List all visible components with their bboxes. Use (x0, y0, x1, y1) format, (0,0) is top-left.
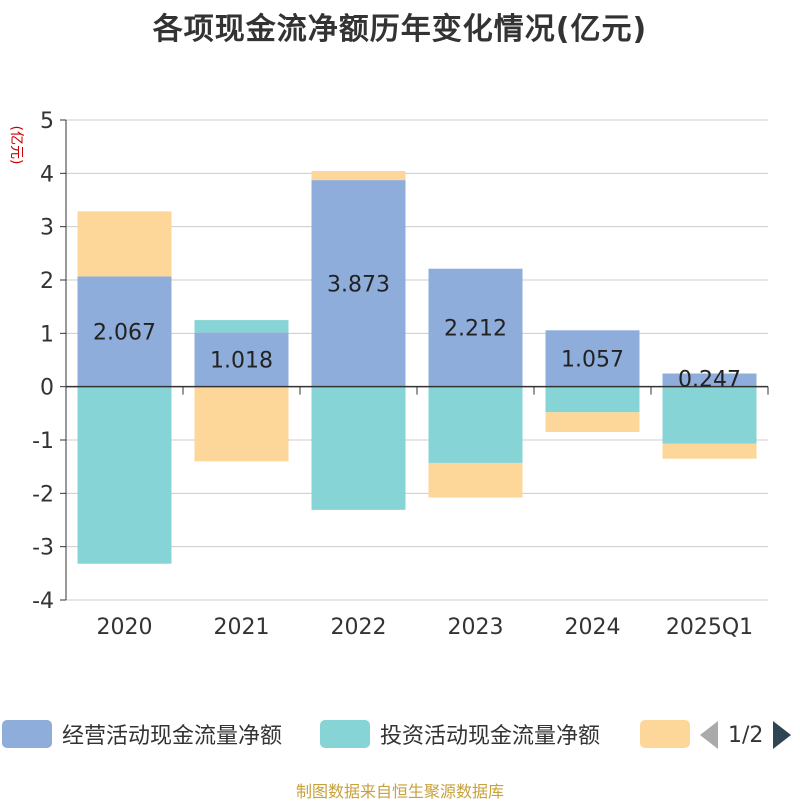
data-label: 0.247 (678, 368, 741, 393)
y-axis-label: (亿元) (8, 126, 24, 165)
source-note: 制图数据来自恒生聚源数据库 (295, 782, 504, 801)
legend-label-operating: 经营活动现金流量净额 (62, 724, 283, 749)
data-label: 1.018 (210, 349, 273, 374)
x-tick-label: 2025Q1 (666, 615, 753, 640)
bar-2025Q1-series-0 (662, 373, 757, 387)
legend-page-indicator: 1/2 (728, 722, 764, 748)
bar-2022-series-1 (311, 386, 406, 510)
bar-2023-series-0 (428, 268, 523, 387)
bar-2020-series-1 (77, 386, 172, 564)
legend-prev-icon[interactable] (700, 721, 718, 749)
bar-2024-series-1 (545, 386, 640, 413)
legend-swatch-investing (320, 720, 370, 748)
y-tick-label: 3 (40, 216, 54, 241)
y-tick-label: 0 (40, 376, 54, 401)
x-tick-label: 2024 (565, 615, 621, 640)
bar-2025Q1-series-2 (662, 443, 757, 459)
y-tick-label: -3 (32, 536, 54, 561)
bar-2022-series-0 (311, 180, 406, 387)
bar-2025Q1-series-1 (662, 386, 757, 444)
bar-2021-series-2 (194, 386, 289, 462)
data-label: 1.057 (561, 347, 624, 372)
bar-2020-series-0 (77, 276, 172, 387)
bar-2022-series-2 (311, 171, 406, 181)
bar-2023-series-1 (428, 386, 523, 463)
data-label: 3.873 (327, 272, 390, 297)
data-label: 2.212 (444, 317, 507, 342)
y-tick-label: -4 (32, 589, 54, 614)
legend-label-investing: 投资活动现金流量净额 (380, 724, 601, 749)
legend-swatch-operating (2, 720, 52, 748)
bar-2024-series-2 (545, 412, 640, 432)
bar-2021-series-1 (194, 320, 289, 333)
y-tick-label: 4 (40, 162, 54, 187)
chart-canvas: -4 -3 -2 -1 0 1 2 3 4 5 (亿元) 2.067 1.018 3.873 2.212 1.… (8, 109, 769, 640)
legend-item-operating[interactable]: 经营活动现金流量净额 (2, 720, 283, 749)
y-tick-label: -2 (32, 482, 54, 507)
bar-2020-series-2 (77, 211, 172, 277)
bar-2021-series-0 (194, 332, 289, 387)
x-tick-label: 2020 (97, 615, 153, 640)
data-label: 2.067 (93, 321, 156, 346)
y-tick-label: 2 (40, 269, 54, 294)
x-tick-label: 2021 (214, 615, 270, 640)
y-tick-label: -1 (32, 429, 54, 454)
legend-swatch-financing (640, 720, 690, 748)
y-tick-label: 1 (40, 322, 54, 347)
legend-item-financing[interactable] (640, 720, 700, 748)
y-tick-label: 5 (40, 109, 54, 134)
bar-2024-series-0 (545, 330, 640, 387)
chart-title: 各项现金流净额历年变化情况(亿元) (152, 12, 648, 47)
bar-2023-series-2 (428, 462, 523, 498)
legend-next-icon[interactable] (773, 721, 792, 749)
legend-item-investing[interactable]: 投资活动现金流量净额 (320, 720, 601, 749)
x-tick-label: 2022 (331, 615, 387, 640)
legend: 经营活动现金流量净额 投资活动现金流量净额 1/2 (0, 712, 800, 756)
x-tick-label: 2023 (448, 615, 504, 640)
legend-pager: 1/2 (700, 720, 792, 750)
